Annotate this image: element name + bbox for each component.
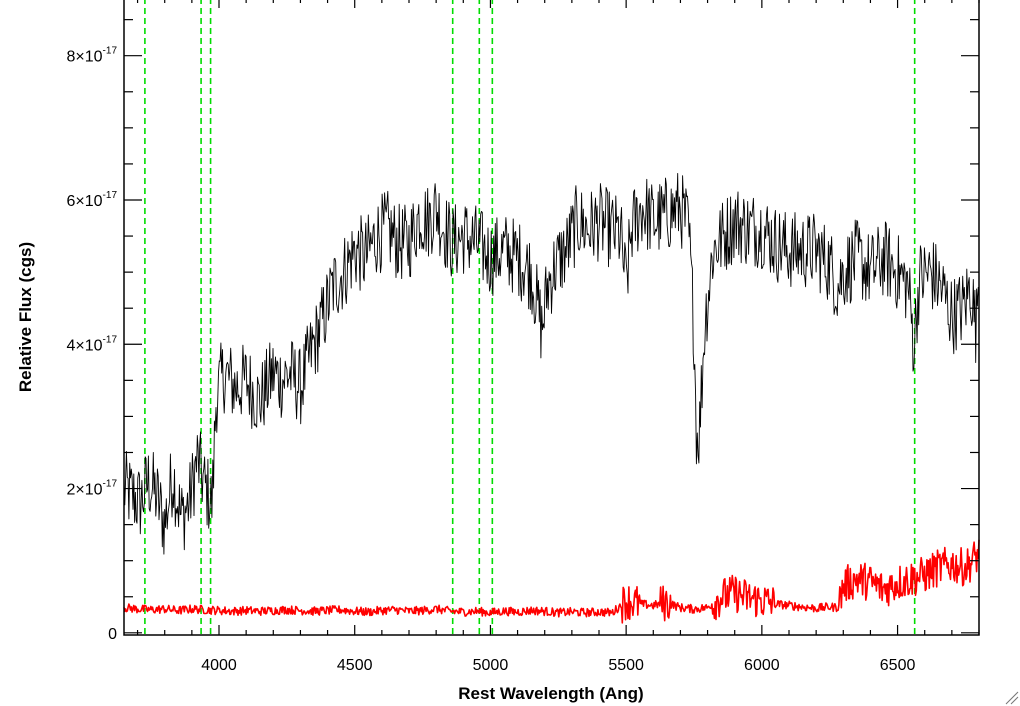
x-axis-label: Rest Wavelength (Ang) bbox=[458, 684, 643, 703]
series-layer bbox=[123, 172, 980, 624]
x-tick-label-5: 6500 bbox=[880, 657, 916, 674]
resize-grip-icon[interactable] bbox=[1005, 691, 1019, 705]
reference-lines bbox=[144, 0, 916, 635]
y-tick-label-3: 6×10-17 bbox=[67, 190, 118, 210]
x-tick-labels: 4000 4500 5000 5500 6000 6500 bbox=[201, 657, 915, 674]
x-tick-label-1: 4500 bbox=[337, 657, 373, 674]
x-tick-label-0: 4000 bbox=[201, 657, 237, 674]
y-tick-label-1: 2×10-17 bbox=[67, 479, 118, 499]
y-axis-label: Relative Flux (cgs) bbox=[16, 242, 35, 392]
y-tick-label-4: 8×10-17 bbox=[67, 46, 118, 66]
series-1-line bbox=[123, 539, 980, 624]
y-tick-labels: 0 2×10-17 4×10-17 6×10-17 8×10-17 bbox=[67, 46, 118, 643]
x-tick-label-4: 6000 bbox=[744, 657, 780, 674]
x-tick-label-2: 5000 bbox=[473, 657, 509, 674]
y-tick-label-2: 4×10-17 bbox=[67, 334, 118, 354]
plot-frame bbox=[123, 0, 980, 636]
series-0-line bbox=[123, 172, 980, 555]
x-tick-label-3: 5500 bbox=[608, 657, 644, 674]
y-tick-label-0: 0 bbox=[108, 626, 117, 643]
axis-ticks bbox=[124, 0, 980, 635]
